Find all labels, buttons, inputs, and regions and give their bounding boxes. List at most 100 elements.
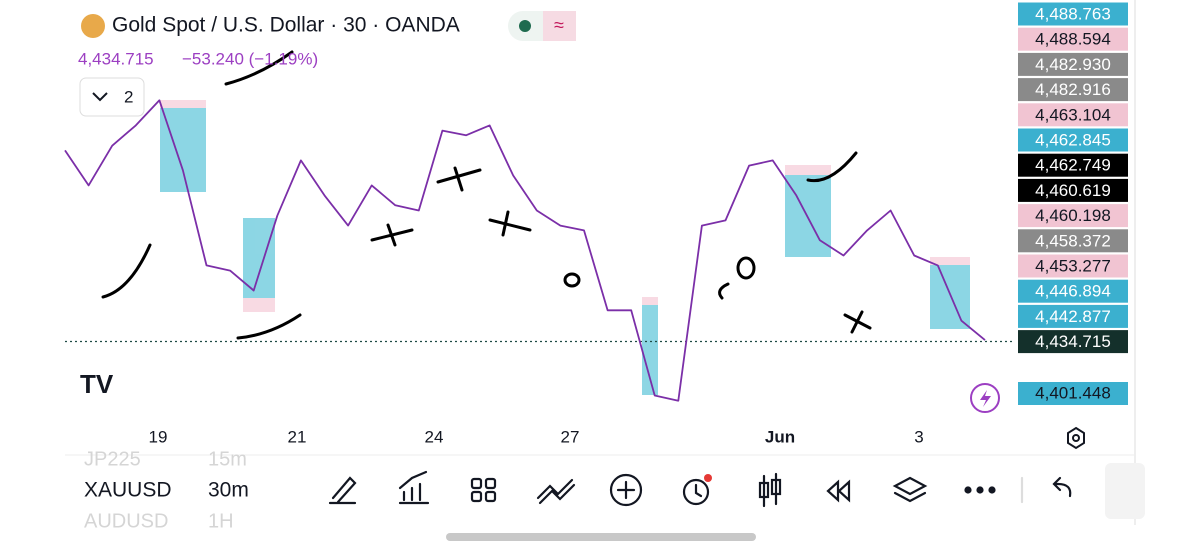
scribble xyxy=(436,166,482,192)
scribble xyxy=(563,272,581,288)
indicators-tool[interactable] xyxy=(398,470,430,505)
stop-zone xyxy=(642,297,658,305)
price-label-box xyxy=(1018,78,1128,102)
x-tick-label: 27 xyxy=(561,427,580,446)
prev-interval: 15m xyxy=(208,448,247,470)
undo-button[interactable] xyxy=(1052,476,1072,498)
home-indicator xyxy=(446,533,756,541)
price-label-box xyxy=(1018,153,1128,177)
x-tick-label: 19 xyxy=(149,427,168,446)
stop-zone xyxy=(160,100,206,108)
price-label: 4,453.277 xyxy=(1035,256,1111,275)
indicator-count: 2 xyxy=(124,87,133,106)
price-label-box xyxy=(1018,178,1128,202)
more-dot xyxy=(976,486,984,494)
scribble xyxy=(101,243,152,299)
price-change: −53.240 (−1.19%) xyxy=(182,49,318,68)
price-label: 4,482.916 xyxy=(1035,80,1111,99)
settings-button[interactable] xyxy=(1067,426,1085,450)
settings-dot xyxy=(1072,434,1080,442)
target-zone xyxy=(930,265,970,329)
price-label: 4,460.619 xyxy=(1035,181,1111,200)
next-symbol: AUDUSD xyxy=(84,510,168,532)
realtime-icon: ≈ xyxy=(554,15,564,35)
more-dot xyxy=(988,486,996,494)
target-zone xyxy=(642,305,658,395)
price-label: 4,446.894 xyxy=(1035,282,1111,301)
symbol[interactable]: XAUUSD xyxy=(84,479,172,502)
price-label-box xyxy=(1018,27,1128,51)
price-label: 4,458.372 xyxy=(1035,231,1111,250)
scribble xyxy=(236,313,302,340)
alert-label: 4,401.448 xyxy=(1035,383,1111,402)
drawings xyxy=(101,50,872,340)
scribble xyxy=(488,210,532,237)
last-price: 4,434.715 xyxy=(78,49,154,68)
market-status xyxy=(519,20,531,32)
candle-body xyxy=(770,478,782,496)
stop-zone xyxy=(243,298,275,312)
x-tick-label: Jun xyxy=(765,427,795,446)
price-line xyxy=(64,99,986,402)
price-label: 4,488.763 xyxy=(1035,4,1111,23)
stop-zone xyxy=(930,257,970,265)
price-label: 4,442.877 xyxy=(1035,307,1111,326)
layout-tool[interactable] xyxy=(470,477,483,490)
candle-body xyxy=(758,481,770,499)
bolt xyxy=(980,390,991,407)
replay-tool[interactable] xyxy=(826,479,851,503)
scribble xyxy=(806,151,858,183)
scribble xyxy=(843,310,872,334)
prev-symbol: JP225 xyxy=(84,448,141,470)
chart-title: Gold Spot / U.S. Dollar · 30 · OANDA xyxy=(112,14,460,37)
indicators-toggle[interactable] xyxy=(79,77,145,117)
compare-tool[interactable] xyxy=(536,478,576,505)
x-tick-label: 21 xyxy=(288,427,307,446)
price-label-box xyxy=(1018,330,1128,354)
price-label-box xyxy=(1018,229,1128,253)
next-interval: 1H xyxy=(208,510,234,532)
x-tick-label: 3 xyxy=(914,427,923,446)
price-label-box xyxy=(1018,2,1128,26)
price-label-box xyxy=(1018,103,1128,127)
scribble xyxy=(370,223,414,247)
price-label: 4,462.845 xyxy=(1035,130,1111,149)
price-label: 4,463.104 xyxy=(1035,105,1111,124)
chevron xyxy=(92,92,108,102)
plot xyxy=(64,99,1015,402)
add-tool[interactable] xyxy=(609,473,643,507)
time-scale: 19 21 24 27 Jun 3 xyxy=(149,427,924,446)
layout-tool-part xyxy=(470,490,483,503)
price-label-box xyxy=(1018,254,1128,278)
price-label-box xyxy=(1018,204,1128,228)
realtime-badge xyxy=(543,11,576,41)
x-tick-label: 24 xyxy=(425,427,444,446)
price-label: 4,460.198 xyxy=(1035,206,1111,225)
target-zone xyxy=(160,108,206,192)
position-tools xyxy=(160,100,970,395)
price-label-box xyxy=(1018,304,1128,328)
scribble xyxy=(718,282,730,300)
price-label: 4,434.715 xyxy=(1035,332,1111,351)
side-panel[interactable] xyxy=(1105,463,1145,519)
price-label-box xyxy=(1018,52,1128,76)
price-label: 4,488.594 xyxy=(1035,30,1111,49)
draw-tool[interactable] xyxy=(328,476,357,505)
more-dot[interactable] xyxy=(964,486,972,494)
price-scale: 4,488.763 4,488.594 4,482.930 4,482.916 4,46… xyxy=(1018,2,1128,405)
price-label-box xyxy=(1018,279,1128,303)
clock-hands xyxy=(694,483,703,498)
notification-dot xyxy=(704,474,712,482)
alert-button[interactable] xyxy=(970,383,1000,413)
price-label-box xyxy=(1018,128,1128,152)
scribble xyxy=(224,50,294,86)
stop-zone xyxy=(785,165,831,175)
alarm-tool[interactable] xyxy=(682,478,710,506)
toolbar: JP225 15m XAUUSD 30m AUDUSD 1H xyxy=(84,448,1145,532)
scribble xyxy=(736,256,756,280)
price-label: 4,482.930 xyxy=(1035,55,1111,74)
layers-tool[interactable] xyxy=(892,476,928,503)
interval[interactable]: 30m xyxy=(208,479,249,502)
